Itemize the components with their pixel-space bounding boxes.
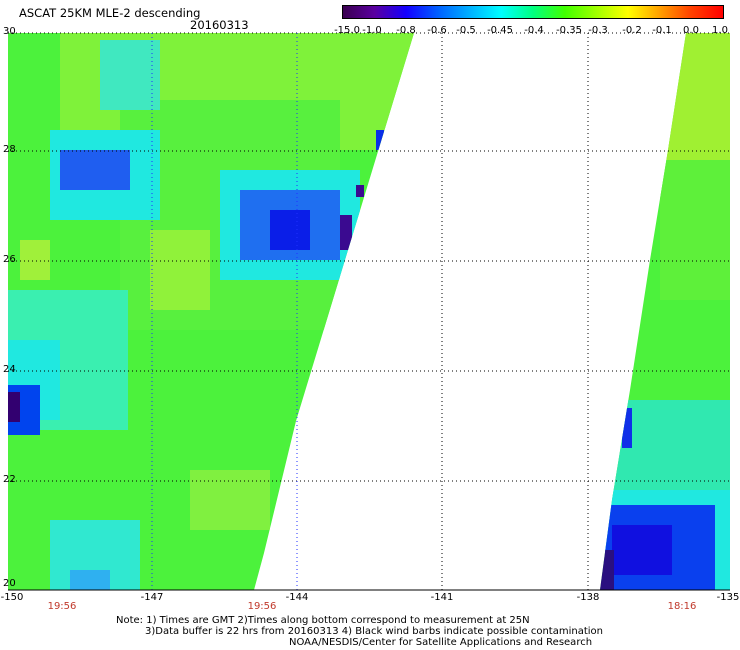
lon-grid-swath	[151, 33, 298, 590]
colorbar-tick: -0.5	[456, 25, 476, 36]
footnote-line-2: 3)Data buffer is 22 hrs from 20160313 4)…	[145, 626, 603, 637]
lon-grid	[441, 33, 589, 590]
lon-label: -144	[285, 592, 309, 603]
lon-label: -147	[140, 592, 164, 603]
lat-label: 28	[3, 144, 16, 155]
colorbar-tick: -15.0	[334, 25, 360, 36]
colorbar-tick: -1.0	[362, 25, 382, 36]
lat-grid	[8, 32, 730, 482]
colorbar-tick: -0.45	[487, 25, 513, 36]
colorbar-tick: -0.4	[524, 25, 544, 36]
footnote: Note: 1) Times are GMT 2)Times along bot…	[116, 615, 603, 648]
lon-label: -141	[430, 592, 454, 603]
right-swath	[600, 33, 730, 590]
colorbar-tick: 0.0	[683, 25, 699, 36]
lat-label: 30	[3, 26, 16, 37]
colorbar-tick: -0.6	[427, 25, 447, 36]
map-date: 20160313	[190, 18, 249, 32]
colorbar-tick: -0.3	[588, 25, 608, 36]
colorbar-tick: -0.1	[652, 25, 672, 36]
time-label: 19:56	[247, 601, 277, 612]
colorbar	[342, 5, 724, 19]
colorbar-tick: -0.2	[622, 25, 642, 36]
lat-label: 26	[3, 254, 16, 265]
time-label: 18:16	[667, 601, 697, 612]
time-label: 19:56	[47, 601, 77, 612]
footnote-line-3: NOAA/NESDIS/Center for Satellite Applica…	[289, 637, 593, 648]
lat-label: 22	[3, 474, 16, 485]
footnote-line-1: Note: 1) Times are GMT 2)Times along bot…	[116, 615, 530, 626]
colorbar-tick: -0.35	[556, 25, 582, 36]
map-title: ASCAT 25KM MLE-2 descending	[19, 6, 201, 20]
lat-label: 20	[3, 578, 16, 589]
colorbar-tick: 1.0	[712, 25, 728, 36]
lon-label: -150	[0, 592, 24, 603]
left-swath	[8, 33, 414, 590]
colorbar-tick: -0.8	[396, 25, 416, 36]
lon-label: -135	[716, 592, 740, 603]
lat-label: 24	[3, 364, 16, 375]
lon-label: -138	[576, 592, 600, 603]
